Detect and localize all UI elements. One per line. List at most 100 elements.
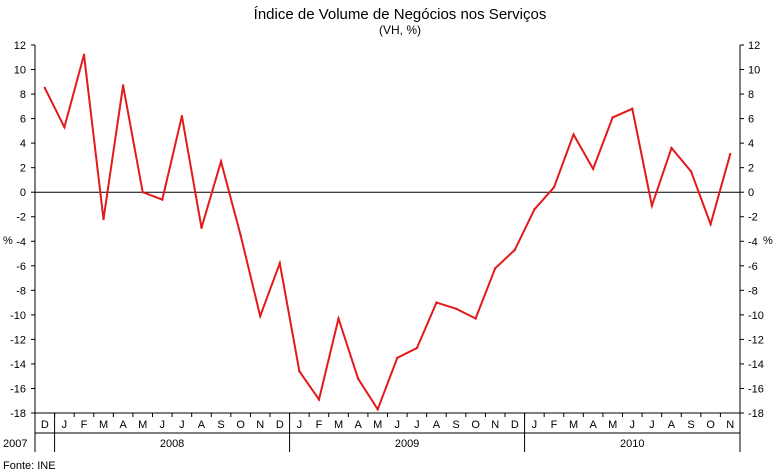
data-point [356, 377, 360, 380]
x-category-label: O [706, 419, 715, 431]
data-point [670, 146, 673, 150]
y-tick-label-right: 12 [748, 40, 760, 52]
y-tick-label-right: 0 [748, 187, 754, 199]
x-category-label: J [630, 419, 636, 431]
x-category-label: J [532, 419, 538, 431]
data-point [513, 248, 516, 252]
y-tick-label-left: 8 [20, 89, 26, 101]
data-point [43, 86, 46, 90]
y-tick-label-right: -4 [748, 236, 758, 248]
y-tick-label-left: 12 [14, 40, 26, 52]
y-tick-label-left: 6 [20, 114, 26, 126]
data-point [63, 125, 66, 129]
y-tick-label-left: -2 [16, 212, 26, 224]
y-tick-label-right: 4 [748, 138, 754, 150]
data-point [161, 198, 164, 201]
data-point [259, 314, 262, 318]
x-category-label: M [569, 419, 578, 431]
series-line [43, 54, 732, 412]
data-point [591, 167, 595, 171]
x-category-label: J [62, 419, 68, 431]
x-category-label: A [198, 419, 206, 431]
x-category-label: O [236, 419, 245, 431]
x-category-label: A [589, 419, 597, 431]
data-point [396, 356, 399, 359]
y-tick-label-left: -10 [10, 310, 26, 322]
x-category-label: O [471, 419, 480, 431]
x-category-label: M [608, 419, 617, 431]
y-tick-label-right: -2 [748, 212, 758, 224]
data-point [533, 208, 536, 211]
data-point [552, 186, 556, 189]
x-category-label: S [687, 419, 694, 431]
y-tick-label-left: 2 [20, 163, 26, 175]
data-point [729, 152, 732, 156]
y-tick-label-right: -8 [748, 285, 758, 297]
data-point [82, 53, 86, 57]
axes [34, 45, 741, 434]
data-point [474, 317, 477, 320]
y-tick-label-left: -6 [16, 261, 26, 273]
x-category-label: A [354, 419, 362, 431]
x-category-label: D [41, 419, 49, 431]
year-labels: 2007 2008 2009 2010 [3, 413, 741, 452]
x-category-label: J [395, 419, 401, 431]
y-tick-label-left: -18 [10, 408, 26, 420]
data-point [376, 408, 379, 411]
data-point [298, 370, 301, 373]
data-point [239, 233, 242, 237]
data-point [435, 301, 438, 304]
data-point [278, 262, 281, 265]
data-point [454, 307, 458, 310]
data-point [200, 226, 203, 229]
x-category-label: J [649, 419, 655, 431]
data-point [494, 267, 497, 270]
x-category-label: J [297, 419, 303, 431]
x-category-label: N [256, 419, 264, 431]
data-point [611, 116, 614, 119]
y-tick-label-left: -8 [16, 285, 26, 297]
x-category-label: N [726, 419, 734, 431]
y-tick-label-left: -14 [10, 359, 26, 371]
y-tick-label-right: -6 [748, 261, 758, 273]
year-label: 2010 [620, 438, 644, 450]
data-point [415, 346, 419, 350]
x-category-label: A [433, 419, 441, 431]
data-point [141, 191, 144, 194]
y-axis-label-right: % [763, 235, 773, 247]
x-category-label: F [551, 419, 558, 431]
year-label: 2008 [160, 438, 184, 450]
y-tick-label-left: 10 [14, 65, 26, 77]
y-tick-label-right: 10 [748, 65, 760, 77]
data-point [709, 222, 712, 226]
y-tick-label-right: 2 [748, 163, 754, 175]
y-tick-label-right: -16 [748, 383, 764, 395]
x-category-label: A [668, 419, 676, 431]
x-category-label: S [217, 419, 224, 431]
y-axis-label-left: % [3, 235, 13, 247]
chart-title: Índice de Volume de Negócios nos Serviço… [254, 6, 547, 23]
x-category-label: A [119, 419, 127, 431]
y-tick-label-left: -16 [10, 383, 26, 395]
data-point [180, 114, 184, 118]
data-point [650, 204, 654, 207]
y-tick-label-right: -18 [748, 408, 764, 420]
y-ticks: 12 12 10 10 8 8 6 6 4 4 2 2 0 0 -2 -2 -4 -4 -6 -6 -8 -8 -10 -10… [10, 40, 764, 420]
x-category-label: D [276, 419, 284, 431]
data-point [689, 170, 693, 173]
y-tick-label-left: 4 [20, 138, 26, 150]
x-category-label: D [511, 419, 519, 431]
data-point [631, 107, 634, 110]
source-note: Fonte: INE [3, 460, 56, 472]
x-category-label: M [334, 419, 343, 431]
x-category-label: J [179, 419, 185, 431]
x-category-label: M [373, 419, 382, 431]
x-category-label: S [452, 419, 459, 431]
x-category-label: M [138, 419, 147, 431]
y-tick-label-left: -4 [16, 236, 26, 248]
x-category-label: M [99, 419, 108, 431]
y-tick-label-right: 6 [748, 114, 754, 126]
y-tick-label-right: 8 [748, 89, 754, 101]
